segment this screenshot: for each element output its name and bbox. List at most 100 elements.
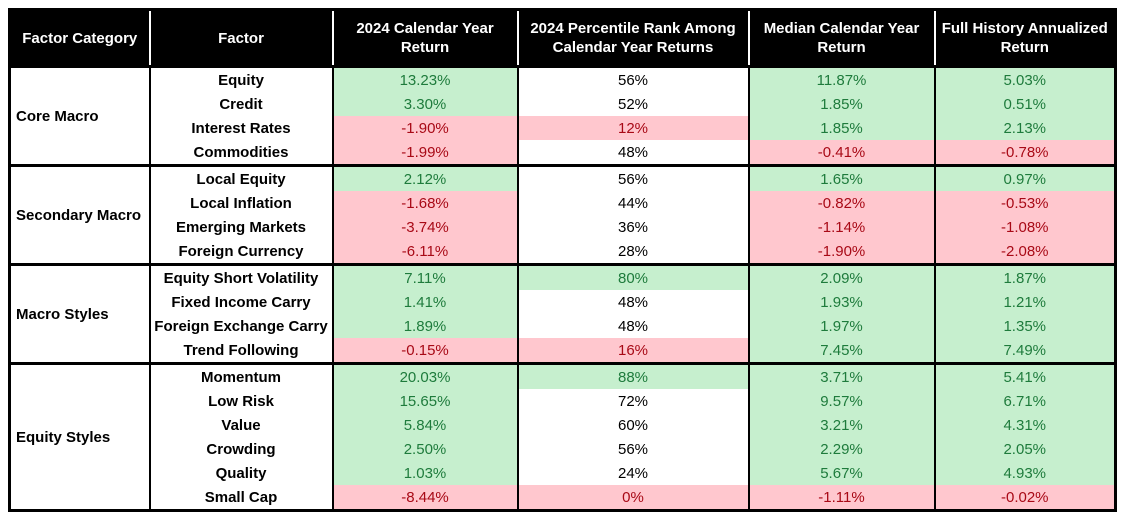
cell-median-cy-return: -1.14% (747, 215, 935, 239)
cell-median-cy-return: 1.93% (747, 290, 935, 314)
cell-median-cy-return: 1.85% (747, 92, 935, 116)
cell-percentile-rank: 56% (516, 164, 749, 191)
row-fixed-income-carry: Fixed Income Carry 1.41% 48% 1.93% 1.21% (10, 290, 1116, 314)
cell-factor: Equity (148, 65, 333, 92)
cell-full-history-return: -0.53% (933, 191, 1116, 215)
cell-cy2024-return: 2.12% (331, 164, 518, 191)
row-foreign-currency: Foreign Currency -6.11% 28% -1.90% -2.08% (10, 239, 1116, 265)
cell-median-cy-return: 3.71% (747, 362, 935, 389)
table-body: Core Macro Equity 13.23% 56% 11.87% 5.03% Cred… (8, 65, 1116, 511)
row-small-cap: Small Cap -8.44% 0% -1.11% -0.02% (10, 485, 1116, 511)
cell-cy2024-return: 20.03% (331, 362, 518, 389)
row-interest-rates: Interest Rates -1.90% 12% 1.85% 2.13% (10, 116, 1116, 140)
cell-cy2024-return: 13.23% (331, 65, 518, 92)
cell-percentile-rank: 16% (516, 338, 749, 364)
cell-cy2024-return: 1.89% (331, 314, 518, 338)
cell-full-history-return: 4.31% (933, 413, 1116, 437)
cell-median-cy-return: 3.21% (747, 413, 935, 437)
cell-median-cy-return: -1.11% (747, 485, 935, 511)
row-foreign-exchange-carry: Foreign Exchange Carry 1.89% 48% 1.97% 1.35% (10, 314, 1116, 338)
row-low-risk: Low Risk 15.65% 72% 9.57% 6.71% (10, 389, 1116, 413)
cell-cy2024-return: -8.44% (331, 485, 518, 511)
cell-cy2024-return: -1.68% (331, 191, 518, 215)
column-header-full-history-return: Full History Annualized Return (933, 9, 1116, 67)
cell-cy2024-return: -1.99% (331, 140, 518, 166)
cell-percentile-rank: 48% (516, 290, 749, 314)
row-crowding: Crowding 2.50% 56% 2.29% 2.05% (10, 437, 1116, 461)
column-header-factor-category: Factor Category (8, 9, 150, 67)
cell-full-history-return: 1.21% (933, 290, 1116, 314)
cell-factor: Quality (148, 461, 333, 485)
factor-table-container: Factor Category Factor 2024 Calendar Year … (8, 8, 1117, 512)
cell-percentile-rank: 72% (516, 389, 749, 413)
cell-median-cy-return: -0.82% (747, 191, 935, 215)
cell-full-history-return: 0.51% (933, 92, 1116, 116)
row-momentum: Equity Styles Momentum 20.03% 88% 3.71% 5.41% (8, 362, 1116, 511)
cell-percentile-rank: 80% (516, 263, 749, 290)
cell-percentile-rank: 48% (516, 140, 749, 166)
row-local-inflation: Local Inflation -1.68% 44% -0.82% -0.53% (10, 191, 1116, 215)
row-quality: Quality 1.03% 24% 5.67% 4.93% (10, 461, 1116, 485)
cell-full-history-return: 1.87% (933, 263, 1116, 290)
cell-percentile-rank: 12% (516, 116, 749, 140)
cell-cy2024-return: -0.15% (331, 338, 518, 364)
category-cell-secondary-macro: Secondary Macro (8, 164, 150, 265)
cell-full-history-return: 1.35% (933, 314, 1116, 338)
cell-percentile-rank: 48% (516, 314, 749, 338)
column-header-cy2024-return: 2024 Calendar Year Return (331, 9, 518, 67)
row-equity-short-volatility: Macro Styles Equity Short Volatility 7.11%… (8, 263, 1116, 364)
row-commodities: Commodities -1.99% 48% -0.41% -0.78% (10, 140, 1116, 166)
category-cell-equity-styles: Equity Styles (8, 362, 150, 511)
cell-factor: Value (148, 413, 333, 437)
cell-median-cy-return: 1.97% (747, 314, 935, 338)
factor-performance-table: Factor Category Factor 2024 Calendar Year … (8, 8, 1117, 512)
cell-factor: Foreign Exchange Carry (148, 314, 333, 338)
row-local-equity: Secondary Macro Local Equity 2.12% 56% 1.65%… (8, 164, 1116, 265)
cell-cy2024-return: 2.50% (331, 437, 518, 461)
column-header-percentile-rank: 2024 Percentile Rank Among Calendar Year… (516, 9, 749, 67)
cell-factor: Commodities (148, 140, 333, 166)
cell-percentile-rank: 24% (516, 461, 749, 485)
cell-full-history-return: 2.13% (933, 116, 1116, 140)
cell-full-history-return: 7.49% (933, 338, 1116, 364)
cell-median-cy-return: 11.87% (747, 65, 935, 92)
cell-percentile-rank: 36% (516, 215, 749, 239)
cell-factor: Equity Short Volatility (148, 263, 333, 290)
cell-percentile-rank: 88% (516, 362, 749, 389)
cell-full-history-return: 2.05% (933, 437, 1116, 461)
cell-full-history-return: 6.71% (933, 389, 1116, 413)
cell-factor: Trend Following (148, 338, 333, 364)
header-row: Factor Category Factor 2024 Calendar Year … (8, 9, 1116, 67)
row-value: Value 5.84% 60% 3.21% 4.31% (10, 413, 1116, 437)
cell-percentile-rank: 44% (516, 191, 749, 215)
row-emerging-markets: Emerging Markets -3.74% 36% -1.14% -1.08% (10, 215, 1116, 239)
cell-median-cy-return: 2.09% (747, 263, 935, 290)
cell-full-history-return: 4.93% (933, 461, 1116, 485)
cell-median-cy-return: 1.65% (747, 164, 935, 191)
cell-factor: Small Cap (148, 485, 333, 511)
cell-full-history-return: 5.41% (933, 362, 1116, 389)
cell-median-cy-return: 9.57% (747, 389, 935, 413)
cell-cy2024-return: -3.74% (331, 215, 518, 239)
cell-full-history-return: -1.08% (933, 215, 1116, 239)
cell-factor: Crowding (148, 437, 333, 461)
table-header: Factor Category Factor 2024 Calendar Year … (8, 9, 1116, 67)
cell-percentile-rank: 56% (516, 65, 749, 92)
cell-factor: Foreign Currency (148, 239, 333, 265)
column-header-factor: Factor (148, 9, 333, 67)
cell-percentile-rank: 60% (516, 413, 749, 437)
cell-cy2024-return: 15.65% (331, 389, 518, 413)
cell-factor: Emerging Markets (148, 215, 333, 239)
cell-median-cy-return: 5.67% (747, 461, 935, 485)
cell-factor: Local Equity (148, 164, 333, 191)
cell-median-cy-return: 7.45% (747, 338, 935, 364)
cell-factor: Interest Rates (148, 116, 333, 140)
cell-cy2024-return: 3.30% (331, 92, 518, 116)
cell-full-history-return: -0.78% (933, 140, 1116, 166)
cell-factor: Credit (148, 92, 333, 116)
cell-percentile-rank: 0% (516, 485, 749, 511)
cell-factor: Momentum (148, 362, 333, 389)
cell-full-history-return: -0.02% (933, 485, 1116, 511)
cell-percentile-rank: 28% (516, 239, 749, 265)
row-equity: Core Macro Equity 13.23% 56% 11.87% 5.03% (8, 65, 1116, 166)
